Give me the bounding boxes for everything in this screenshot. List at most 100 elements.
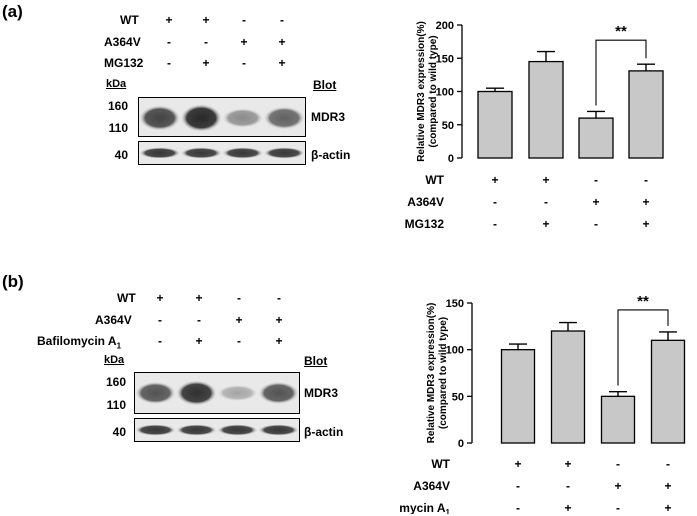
condition-sign: + — [564, 457, 571, 471]
band-lane-2 — [176, 380, 217, 406]
sign-cell: - — [204, 35, 208, 49]
cond-a364v-label: A364V — [104, 35, 141, 49]
band-lane-1 — [135, 381, 176, 405]
sign-cell: - — [242, 13, 246, 27]
cond-a364v-label: A364V — [95, 313, 132, 327]
condition-sign: - — [566, 479, 570, 493]
sign-cell: + — [202, 13, 210, 27]
band-lane-4 — [258, 424, 299, 436]
sign-cell: - — [167, 35, 171, 49]
cond-bafilomycin-label: Bafilomycin A1 — [37, 334, 122, 351]
band-lane-4 — [263, 147, 305, 159]
bar-4 — [628, 70, 664, 159]
condition-sign: + — [491, 173, 498, 187]
sign-cell: - — [167, 56, 171, 70]
band-actin-label: β-actin — [304, 425, 344, 439]
sign-cell: - — [158, 334, 162, 348]
condition-label: Bafilomycin A1 — [400, 501, 451, 514]
y-tick-label: 0 — [448, 153, 454, 165]
significance-label: ** — [615, 23, 627, 40]
sign-cell: + — [240, 35, 248, 49]
condition-sign: - — [616, 457, 620, 471]
condition-sign: + — [614, 479, 621, 493]
actin-blot-image — [134, 418, 300, 442]
kda-label: kDa — [104, 354, 125, 366]
condition-sign: - — [644, 173, 648, 187]
condition-sign: + — [564, 501, 571, 514]
significance-bracket — [595, 39, 647, 106]
sign-cell: + — [275, 334, 283, 348]
marker-40: 40 — [114, 148, 128, 162]
condition-label: WT — [431, 457, 450, 471]
condition-label: A364V — [413, 479, 450, 493]
condition-sign: + — [542, 217, 549, 231]
marker-110: 110 — [106, 398, 126, 412]
cond-wt-label: WT — [117, 291, 136, 305]
sign-cell: + — [202, 56, 210, 70]
band-lane-3 — [222, 147, 264, 159]
band-lane-3 — [222, 108, 264, 128]
bar-2 — [550, 330, 586, 444]
mdr3-blot-image — [138, 97, 306, 137]
blot-header: Blot — [304, 354, 328, 368]
cond-mg132-label: MG132 — [104, 56, 144, 70]
condition-sign: - — [666, 457, 670, 471]
condition-sign: - — [594, 173, 598, 187]
y-axis-label: Relative MDR3 expression(%) — [416, 21, 427, 162]
band-lane-4 — [258, 381, 299, 405]
condition-sign: + — [664, 479, 671, 493]
sign-cell: + — [278, 35, 286, 49]
mdr3-blot-image — [134, 372, 300, 414]
y-tick-label: 100 — [446, 345, 464, 357]
condition-sign: + — [542, 173, 549, 187]
band-actin-label: β-actin — [311, 148, 351, 162]
sign-cell: + — [195, 291, 203, 305]
band-lane-2 — [180, 104, 222, 132]
sign-cell: + — [195, 334, 203, 348]
condition-sign: - — [544, 195, 548, 209]
panel-a-bar-chart: Relative MDR3 expression(%) (compared to … — [405, 20, 664, 231]
significance-bracket — [617, 309, 669, 386]
condition-sign: - — [493, 217, 497, 231]
panel-b-label: (b) — [2, 272, 24, 291]
marker-110: 110 — [108, 121, 128, 135]
blot-header: Blot — [313, 78, 337, 92]
y-tick-label: 200 — [436, 20, 454, 32]
bar-3 — [600, 395, 636, 444]
condition-sign: - — [594, 217, 598, 231]
panel-b-bar-chart: Relative MDR3 expression(%) (compared to … — [400, 293, 686, 514]
band-mdr3-label: MDR3 — [311, 110, 346, 124]
band-lane-3 — [217, 424, 258, 436]
condition-sign: + — [664, 501, 671, 514]
condition-label: A364V — [407, 195, 444, 209]
band-lane-1 — [139, 105, 181, 131]
sign-cell: - — [158, 313, 162, 327]
sign-cell: - — [237, 291, 241, 305]
marker-160: 160 — [105, 375, 126, 389]
sign-cell: + — [278, 56, 286, 70]
condition-sign: - — [493, 195, 497, 209]
sign-cell: + — [156, 291, 164, 305]
condition-sign: - — [516, 501, 520, 514]
y-tick-label: 50 — [442, 120, 454, 132]
actin-blot-image — [138, 141, 306, 165]
sign-cell: - — [237, 334, 241, 348]
sign-cell: - — [197, 313, 201, 327]
band-lane-2 — [176, 424, 217, 436]
band-lane-4 — [263, 106, 305, 130]
condition-sign: - — [516, 479, 520, 493]
condition-sign: - — [616, 501, 620, 514]
panel-a-label: (a) — [2, 2, 23, 21]
sign-cell: + — [275, 313, 283, 327]
band-lane-2 — [180, 147, 222, 159]
y-tick-label: 100 — [436, 87, 454, 99]
condition-sign: + — [642, 195, 649, 209]
significance-label: ** — [637, 293, 649, 310]
y-tick-label: 50 — [452, 391, 464, 403]
sign-cell: - — [242, 56, 246, 70]
cond-wt-label: WT — [120, 13, 139, 27]
sign-cell: + — [165, 13, 173, 27]
marker-160: 160 — [107, 99, 128, 113]
bar-1 — [500, 349, 536, 444]
condition-label: MG132 — [405, 217, 445, 231]
